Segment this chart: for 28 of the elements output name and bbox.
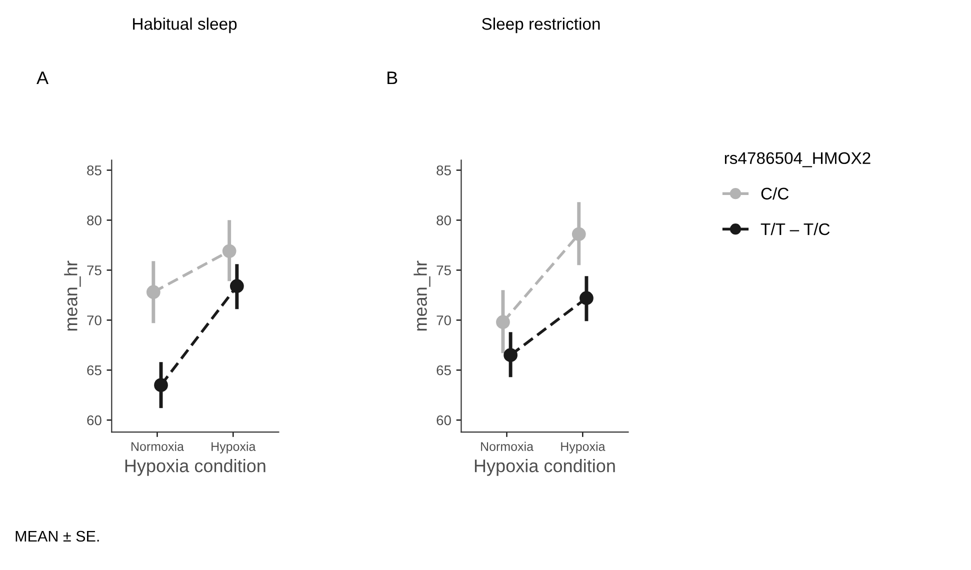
y-tick-label: 60 bbox=[436, 415, 451, 426]
y-tick-label: 65 bbox=[87, 365, 102, 376]
y-tick-label: 60 bbox=[87, 415, 102, 426]
y-tick-label: 80 bbox=[87, 215, 102, 226]
x-axis-title: Hypoxia condition bbox=[474, 458, 615, 476]
chart-title: Habitual sleep bbox=[133, 18, 237, 34]
chart-subtitle: B bbox=[388, 72, 398, 84]
text: MEAN ± SE. bbox=[16, 530, 99, 542]
x-axis-title: Hypoxia condition bbox=[125, 458, 266, 476]
x-tick-label: Normoxia bbox=[132, 442, 184, 451]
x-tick-label: Hypoxia bbox=[561, 442, 606, 454]
x-tick-label: Hypoxia bbox=[212, 442, 256, 454]
legend-label: T/T – T/C bbox=[760, 222, 830, 236]
chart-subtitle: A bbox=[36, 72, 49, 84]
y-axis-title: mean_hr bbox=[64, 260, 81, 331]
y-tick-label: 85 bbox=[87, 166, 102, 176]
y-tick-label: 85 bbox=[436, 166, 451, 176]
y-axis-title: mean_hr bbox=[414, 260, 430, 331]
y-tick-label: 70 bbox=[436, 315, 451, 326]
y-tick-label: 70 bbox=[87, 315, 102, 326]
y-tick-label: 65 bbox=[436, 365, 451, 376]
chart-title: Sleep restriction bbox=[482, 18, 600, 34]
y-tick-label: 80 bbox=[436, 215, 451, 226]
legend-title: rs4786504_HMOX2 bbox=[724, 152, 870, 168]
y-tick-label: 75 bbox=[87, 266, 102, 276]
y-tick-label: 75 bbox=[436, 266, 451, 276]
x-tick-label: Normoxia bbox=[481, 442, 534, 451]
legend-label: C/C bbox=[761, 187, 789, 200]
